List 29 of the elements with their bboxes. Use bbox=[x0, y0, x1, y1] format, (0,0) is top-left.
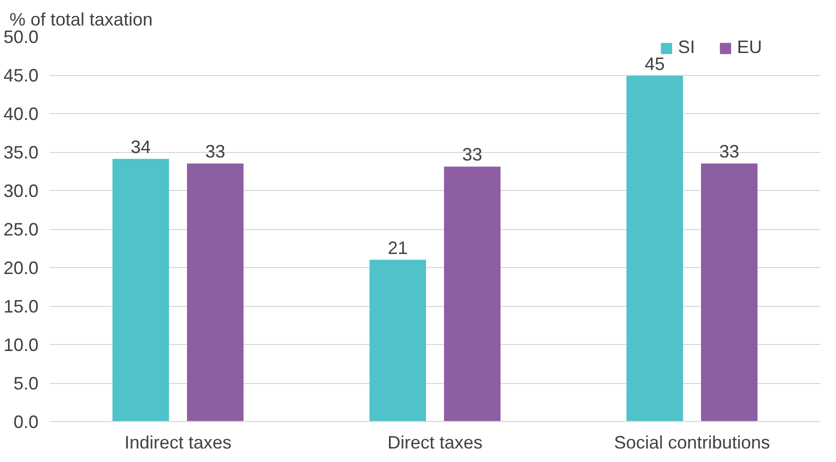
x-tick-label: Social contributions bbox=[614, 432, 770, 452]
y-tick-label: 30.0 bbox=[3, 181, 39, 201]
y-tick-label: 0.0 bbox=[13, 412, 39, 432]
x-tick-label: Direct taxes bbox=[387, 432, 483, 452]
legend-label: EU bbox=[737, 37, 762, 58]
y-tick-label: 45.0 bbox=[3, 66, 39, 86]
data-label: 45 bbox=[644, 54, 665, 74]
y-tick-label: 20.0 bbox=[3, 258, 39, 278]
data-label: 33 bbox=[462, 144, 482, 165]
y-tick-label: 10.0 bbox=[3, 335, 39, 355]
legend-label: SI bbox=[678, 37, 696, 58]
bar bbox=[626, 76, 684, 422]
x-tick-label: Indirect taxes bbox=[124, 432, 232, 452]
data-label: 34 bbox=[130, 136, 151, 157]
bar bbox=[369, 260, 426, 422]
y-tick-label: 40.0 bbox=[3, 104, 39, 124]
data-label: 33 bbox=[205, 142, 226, 162]
bar bbox=[186, 164, 244, 422]
bar bbox=[700, 164, 758, 422]
y-tick-label: 15.0 bbox=[3, 296, 39, 316]
y-tick-label: 5.0 bbox=[13, 374, 39, 394]
y-axis-title: % of total taxation bbox=[10, 10, 153, 30]
data-label: 33 bbox=[719, 142, 740, 162]
y-tick-label: 25.0 bbox=[3, 220, 39, 240]
bar bbox=[444, 166, 501, 422]
bar bbox=[112, 158, 170, 422]
data-label: 21 bbox=[388, 238, 408, 258]
y-tick-label: 50.0 bbox=[3, 27, 39, 47]
y-tick-label: 35.0 bbox=[3, 142, 39, 162]
